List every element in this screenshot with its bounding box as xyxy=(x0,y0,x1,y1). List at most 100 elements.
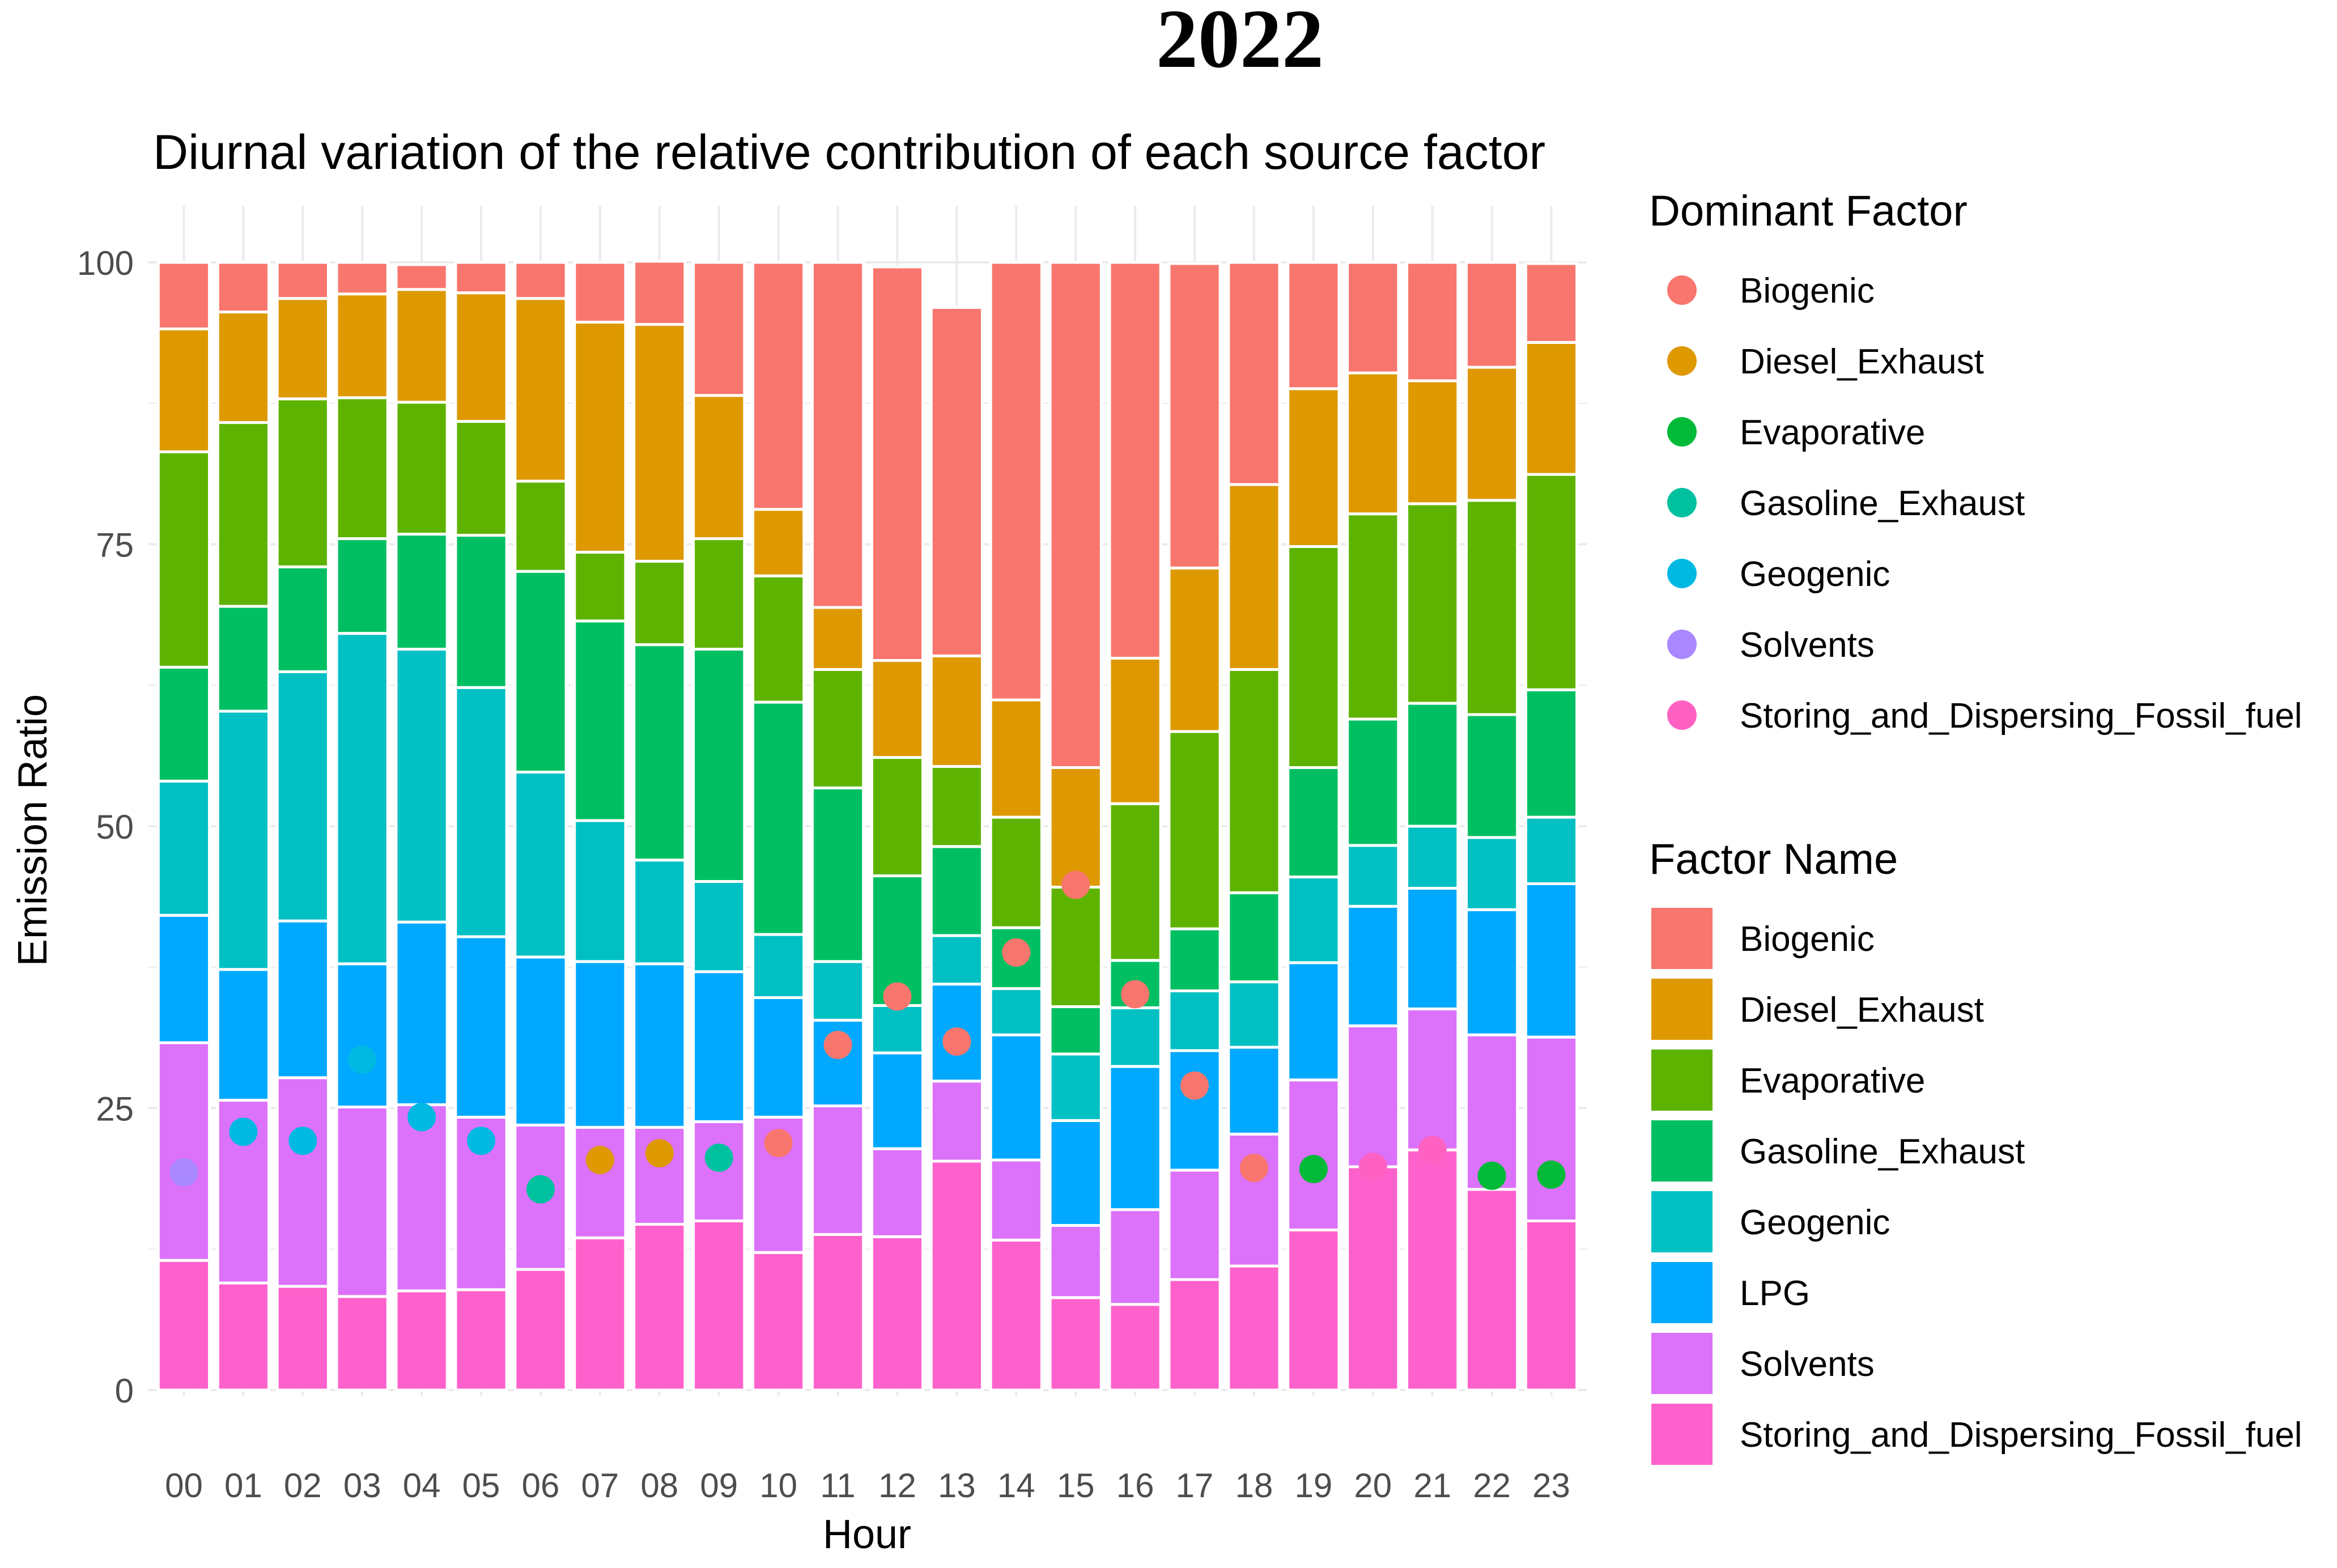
bar-segment-geogenic xyxy=(1465,836,1519,911)
bar-segment-solvents xyxy=(394,1103,449,1293)
bar-segment-evaporative xyxy=(1167,730,1222,930)
x-tick-label: 06 xyxy=(522,1467,560,1505)
bar-segment-geogenic xyxy=(810,960,865,1022)
bar-segment-lpg xyxy=(1346,904,1400,1027)
legend-dominant-label: Storing_and_Dispersing_Fossil_fuel xyxy=(1740,696,2302,736)
legend-factor-swatch xyxy=(1651,1333,1713,1394)
bar-segment-solvents xyxy=(1286,1078,1341,1231)
bar-segment-gasoline-exhaust xyxy=(216,605,270,713)
x-tick-label: 10 xyxy=(759,1467,797,1505)
bar-segment-biogenic xyxy=(454,261,508,295)
legend-factor-label: Solvents xyxy=(1740,1345,1875,1384)
bar-segment-evaporative xyxy=(394,401,449,536)
bar-segment-lpg xyxy=(692,970,746,1123)
bar-segment-lpg xyxy=(454,935,508,1119)
bar-segment-solvents xyxy=(1167,1168,1222,1281)
dominant-point xyxy=(823,1031,852,1060)
bar-segment-diesel-exhaust xyxy=(394,288,449,404)
bar-segment-gasoline-exhaust xyxy=(1048,1005,1103,1056)
bar-segment-gasoline-exhaust xyxy=(751,700,806,936)
legend-factor-label: Geogenic xyxy=(1740,1203,1890,1242)
x-tick-label: 01 xyxy=(224,1467,262,1505)
bar-segment-biogenic xyxy=(989,261,1043,702)
bar-segment-gasoline-exhaust xyxy=(513,570,568,774)
bar-segment-diesel-exhaust xyxy=(1227,483,1281,671)
bar-segment-evaporative xyxy=(929,765,984,848)
bar-segment-gasoline-exhaust xyxy=(275,565,330,673)
bar-segment-gasoline-exhaust xyxy=(1465,713,1519,839)
bar-segment-storing-and-dispersing-fossil-fuel xyxy=(275,1285,330,1392)
legend-factor-swatch xyxy=(1651,908,1713,969)
bar-segment-lpg xyxy=(335,962,389,1109)
bar-segment-gasoline-exhaust xyxy=(632,643,687,862)
bar-segment-geogenic xyxy=(1346,844,1400,908)
bar-segment-gasoline-exhaust xyxy=(573,619,627,822)
bar-segment-geogenic xyxy=(751,933,806,999)
bar-segment-storing-and-dispersing-fossil-fuel xyxy=(394,1289,449,1392)
bar-segment-gasoline-exhaust xyxy=(1346,717,1400,847)
bar-segment-storing-and-dispersing-fossil-fuel xyxy=(1227,1264,1281,1392)
legend-dominant-swatch xyxy=(1667,700,1697,730)
dominant-point xyxy=(1061,870,1090,899)
dominant-point xyxy=(645,1139,674,1168)
bar-segment-lpg xyxy=(394,920,449,1107)
bar-segment-evaporative xyxy=(335,396,389,541)
dominant-point xyxy=(1180,1071,1209,1100)
bar-segment-biogenic xyxy=(216,261,270,314)
x-tick-label: 09 xyxy=(700,1467,738,1505)
bar-segment-biogenic xyxy=(929,306,984,658)
bar-segment-geogenic xyxy=(870,1004,925,1055)
legend-dominant-label: Biogenic xyxy=(1740,271,1875,311)
legend-factor-swatch xyxy=(1651,1120,1713,1182)
dominant-point xyxy=(1477,1161,1506,1190)
bar-segment-solvents xyxy=(1108,1208,1162,1306)
dominant-point xyxy=(942,1027,971,1056)
bar-segment-diesel-exhaust xyxy=(1524,341,1579,476)
legend-dominant-label: Evaporative xyxy=(1740,413,1925,452)
bar-segment-storing-and-dispersing-fossil-fuel xyxy=(870,1235,925,1392)
bar-segment-diesel-exhaust xyxy=(275,297,330,401)
legend-dominant-label: Gasoline_Exhaust xyxy=(1740,484,2025,523)
x-tick-label: 08 xyxy=(640,1467,678,1505)
bar-segment-geogenic xyxy=(335,632,389,966)
bar-segment-diesel-exhaust xyxy=(1346,371,1400,516)
bar-segment-evaporative xyxy=(216,421,270,608)
bar-segment-biogenic xyxy=(275,261,330,300)
bar-segment-storing-and-dispersing-fossil-fuel xyxy=(573,1236,627,1392)
bar-segment-gasoline-exhaust xyxy=(929,845,984,937)
bar-segment-diesel-exhaust xyxy=(751,508,806,577)
bar-segment-diesel-exhaust xyxy=(1048,766,1103,889)
bar-segment-diesel-exhaust xyxy=(1286,387,1341,548)
bar-segment-lpg xyxy=(513,955,568,1127)
bar-segment-diesel-exhaust xyxy=(989,698,1043,819)
legend-dominant-swatch xyxy=(1667,417,1697,447)
y-axis-label: Emission Ratio xyxy=(10,694,56,966)
bar-segment-diesel-exhaust xyxy=(692,394,746,541)
bar-segment-biogenic xyxy=(1405,261,1460,383)
bar-segment-geogenic xyxy=(632,859,687,966)
bar-segment-evaporative xyxy=(870,756,925,878)
bar-segment-lpg xyxy=(1167,1049,1222,1172)
bar-segment-biogenic xyxy=(513,261,568,300)
bar-segment-storing-and-dispersing-fossil-fuel xyxy=(156,1259,211,1392)
bar-segment-evaporative xyxy=(692,537,746,651)
bar-segment-geogenic xyxy=(573,819,627,963)
y-tick-label: 75 xyxy=(96,526,134,564)
x-tick-label: 23 xyxy=(1532,1467,1570,1505)
bar-segment-evaporative xyxy=(810,668,865,789)
legend-factor-label: Evaporative xyxy=(1740,1061,1925,1100)
legend-factor-label: Storing_and_Dispersing_Fossil_fuel xyxy=(1740,1416,2302,1455)
bar-segment-geogenic xyxy=(1227,980,1281,1049)
bar-segment-gasoline-exhaust xyxy=(810,786,865,963)
bar-segment-storing-and-dispersing-fossil-fuel xyxy=(1346,1165,1400,1392)
bar-segment-lpg xyxy=(1227,1046,1281,1136)
bar-segment-gasoline-exhaust xyxy=(156,665,211,783)
x-tick-label: 22 xyxy=(1473,1467,1511,1505)
bar-segment-gasoline-exhaust xyxy=(1286,766,1341,879)
bar-segment-biogenic xyxy=(394,263,449,291)
legend-dominant-swatch xyxy=(1667,275,1697,305)
x-tick-label: 07 xyxy=(581,1467,619,1505)
bar-segment-solvents xyxy=(275,1076,330,1288)
dominant-point xyxy=(169,1158,198,1187)
bar-segment-diesel-exhaust xyxy=(632,322,687,563)
